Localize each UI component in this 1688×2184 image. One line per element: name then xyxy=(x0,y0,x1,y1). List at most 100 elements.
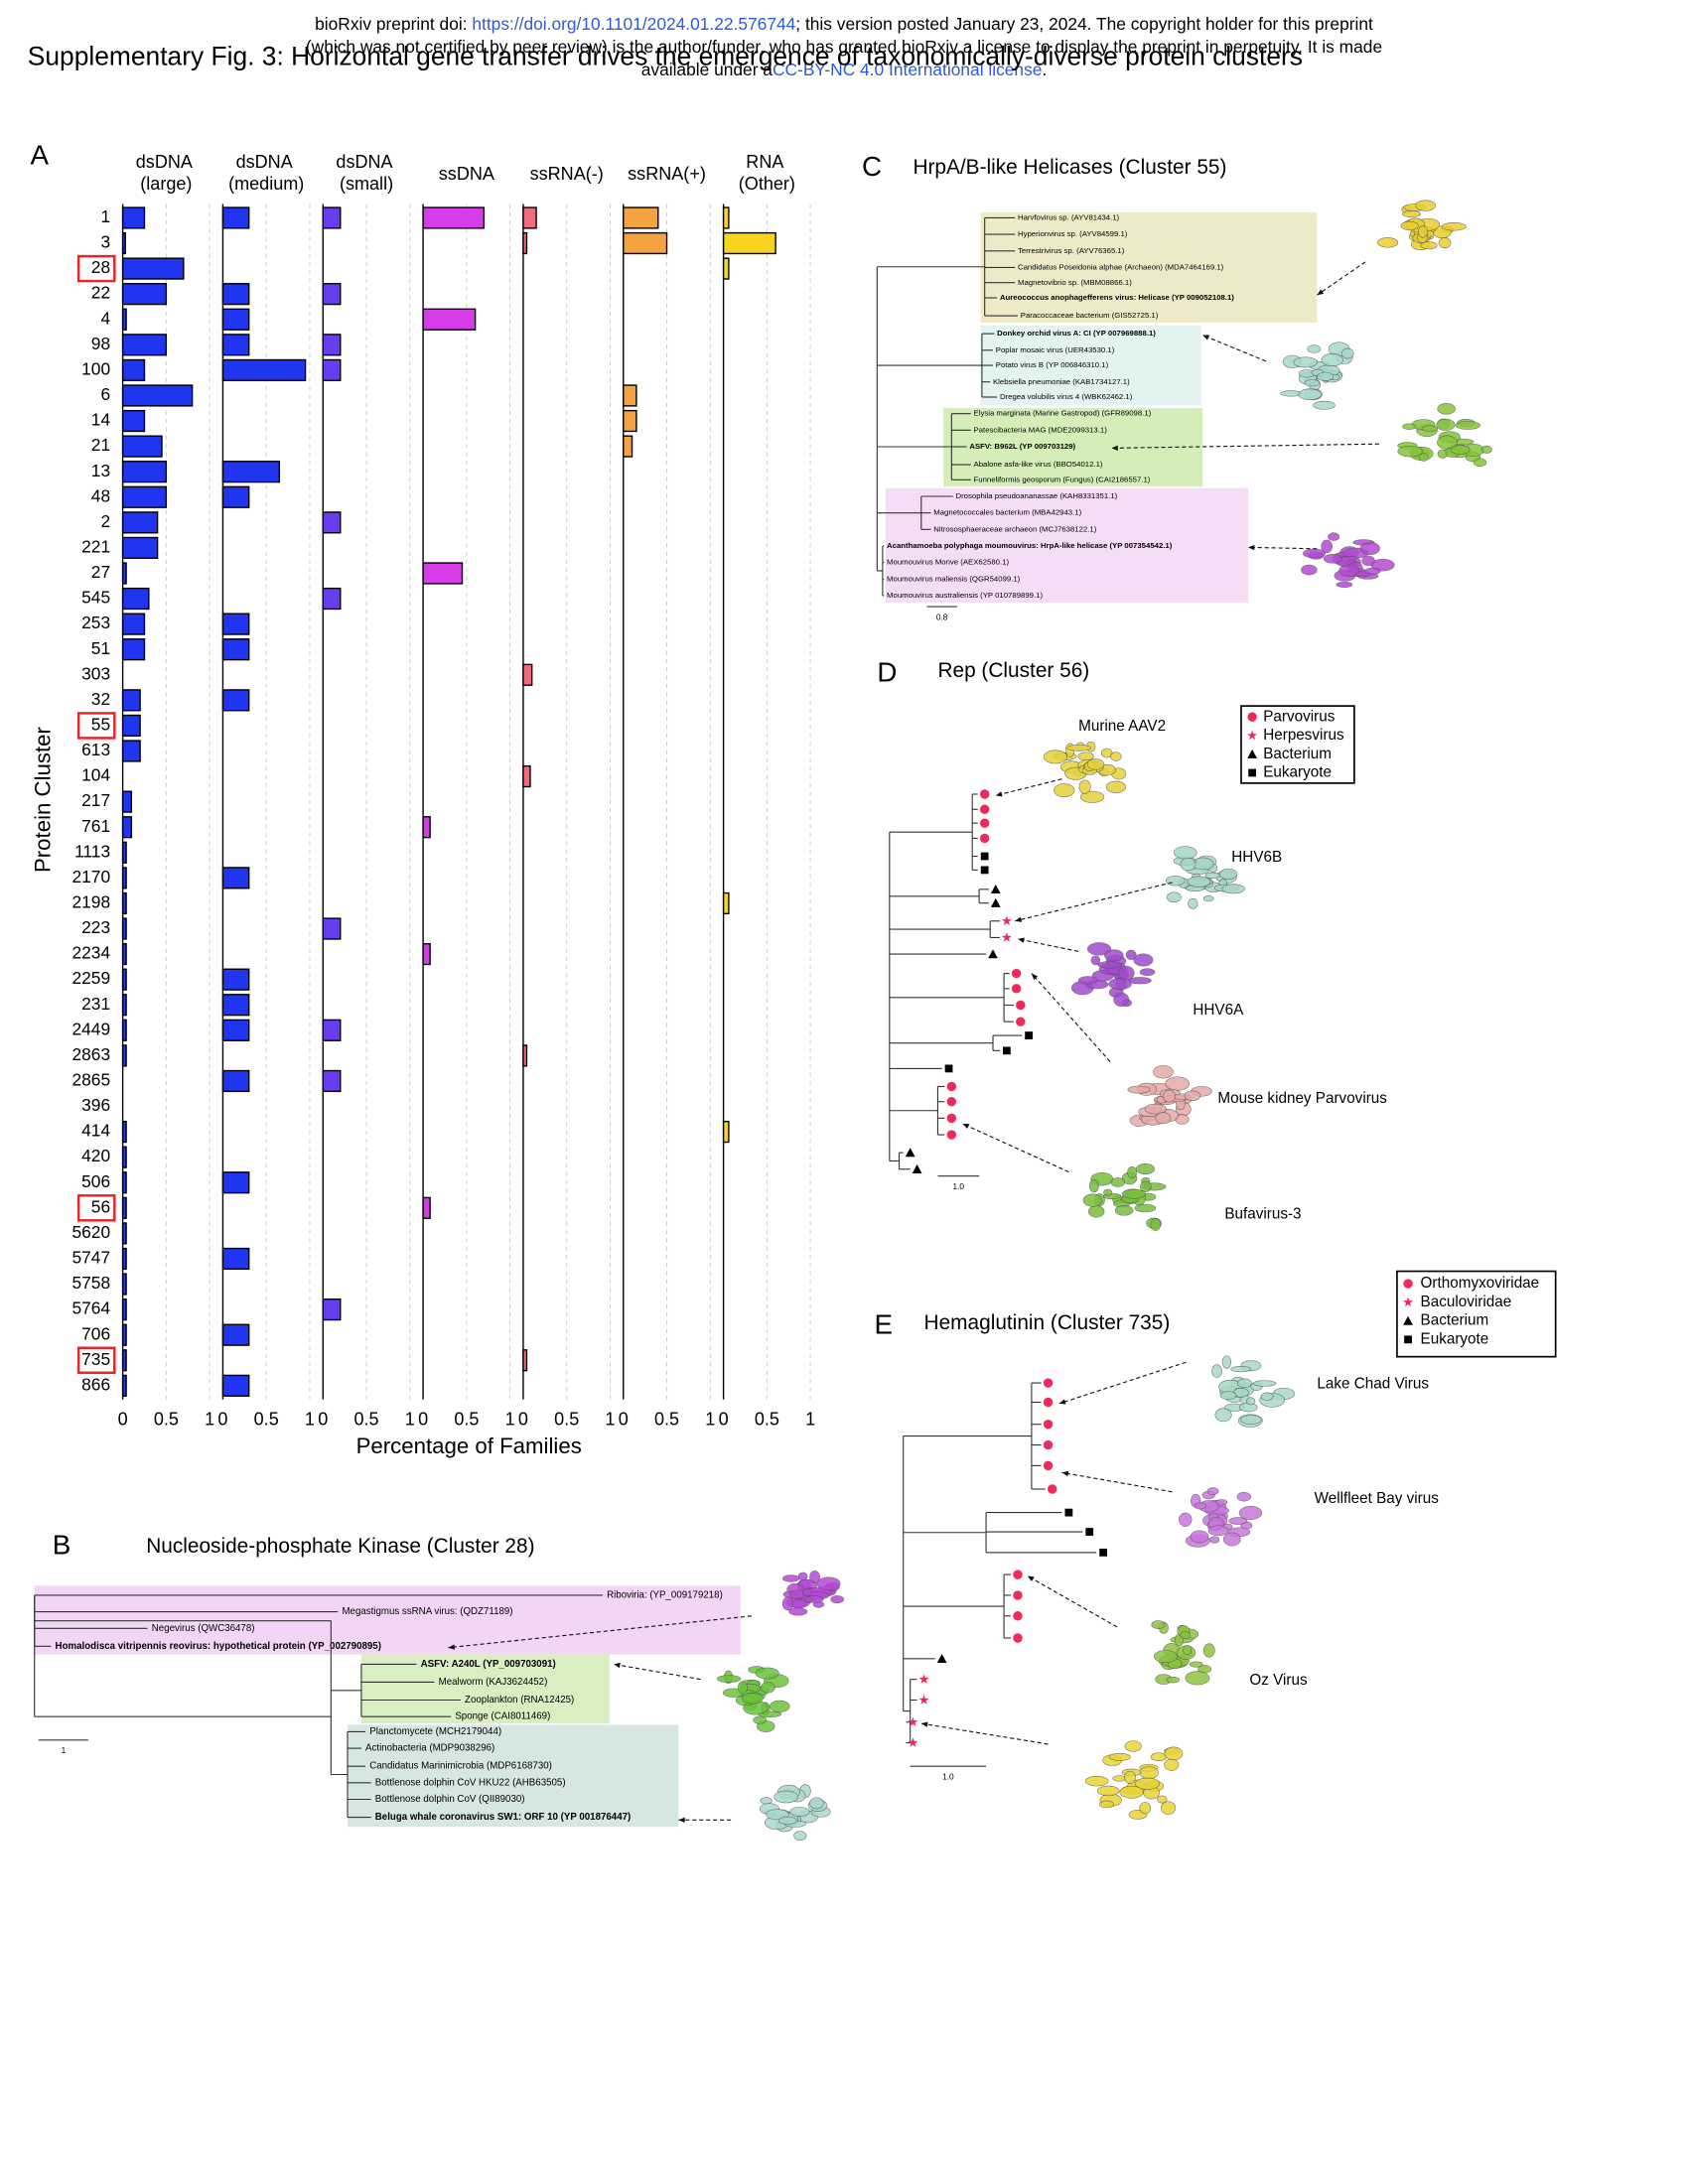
bar xyxy=(221,613,250,635)
bar xyxy=(722,1120,730,1144)
bar xyxy=(623,435,633,458)
helix xyxy=(1054,783,1075,798)
helix xyxy=(1185,1671,1210,1686)
highlight-box xyxy=(76,1346,116,1375)
leaf-label: Sponge (CAI8011469) xyxy=(455,1711,550,1722)
y-tick-label: 253 xyxy=(81,613,110,632)
leaf-label: Megastigmus ssRNA virus: (QDZ71189) xyxy=(342,1606,512,1617)
y-tick-label: 545 xyxy=(81,588,110,608)
bar xyxy=(121,409,146,433)
helix xyxy=(797,1571,808,1581)
leaf-marker xyxy=(912,1163,922,1173)
y-tick-label: 32 xyxy=(91,689,110,709)
header-text: available under a xyxy=(641,59,774,78)
highlight-box xyxy=(76,254,116,283)
leaf-label: Beluga whale coronavirus SW1: ORF 10 (YP… xyxy=(375,1812,631,1823)
leaf-marker xyxy=(1013,1570,1023,1579)
y-tick-label: 13 xyxy=(91,461,110,480)
bar xyxy=(121,536,159,560)
leaf-marker xyxy=(1064,1508,1073,1517)
license-link[interactable]: CC-BY-NC 4.0 International license xyxy=(773,59,1042,78)
structure-label: Lake Chad Virus xyxy=(1317,1375,1429,1392)
leaf-label: Nitrososphaeraceae archaeon (MCJ7638122.… xyxy=(933,524,1096,533)
arrow-head xyxy=(1317,289,1325,296)
leaf-marker xyxy=(1247,749,1257,758)
helix xyxy=(1228,1517,1248,1525)
helix xyxy=(1183,1644,1193,1656)
helix xyxy=(1421,425,1439,432)
leaf-marker xyxy=(1016,1017,1026,1026)
clade-box xyxy=(980,325,1201,406)
leaf-label: Magnetovibrio sp. (MBM08866.1) xyxy=(1018,278,1132,287)
y-tick-label: 735 xyxy=(81,1349,110,1369)
bar xyxy=(221,968,250,991)
y-tick-label: 223 xyxy=(81,917,110,937)
helix xyxy=(1164,1758,1180,1771)
x-tick-label: 1 xyxy=(705,1409,715,1429)
bar xyxy=(121,1120,127,1144)
helix xyxy=(1105,780,1126,793)
helix xyxy=(1153,1065,1174,1079)
protein-structure xyxy=(1280,341,1354,410)
panel-label: C xyxy=(862,151,882,182)
leaf-marker xyxy=(990,897,1001,907)
leaf-marker xyxy=(1011,968,1022,979)
helix xyxy=(1079,790,1105,803)
pointer-line xyxy=(613,1663,701,1681)
bar xyxy=(221,461,281,483)
x-tick-label: 0.5 xyxy=(454,1409,479,1429)
bar xyxy=(221,994,250,1017)
leaf-marker xyxy=(1085,1528,1094,1536)
leaf-marker xyxy=(1025,1031,1033,1039)
y-tick-label: 21 xyxy=(91,435,110,455)
helix xyxy=(1402,423,1417,430)
helix xyxy=(802,1587,812,1596)
helix xyxy=(1077,751,1094,761)
helix xyxy=(1194,1502,1206,1510)
y-tick-label: 2259 xyxy=(71,968,110,988)
structure-label: Bufavirus-3 xyxy=(1224,1206,1301,1223)
x-tick-label: 1 xyxy=(605,1409,615,1429)
helix xyxy=(1206,1487,1219,1496)
panel-title: Rep (Cluster 56) xyxy=(937,659,1089,682)
helix xyxy=(1097,961,1123,969)
bar xyxy=(221,485,250,508)
x-tick-label: 0.5 xyxy=(654,1409,679,1429)
leaf-marker xyxy=(1043,1378,1054,1388)
helix xyxy=(1077,976,1098,985)
bar xyxy=(121,587,150,611)
leaf-marker xyxy=(946,1130,957,1140)
helix xyxy=(1219,1391,1237,1400)
x-tick-label: 0 xyxy=(719,1409,729,1429)
header-word: dsDNA xyxy=(136,152,197,172)
y-tick-label: 396 xyxy=(81,1095,110,1115)
y-tick-label: 5620 xyxy=(71,1222,110,1242)
leaf-marker xyxy=(1043,1460,1054,1471)
helix xyxy=(1188,897,1198,909)
helix xyxy=(1221,1355,1232,1369)
leaf-marker xyxy=(946,1097,957,1107)
helix xyxy=(1090,955,1101,966)
x-tick-label: 0.5 xyxy=(554,1409,579,1429)
protein-structure xyxy=(1165,846,1245,909)
clade-box xyxy=(943,408,1203,487)
helix xyxy=(809,1570,820,1584)
leaf-marker xyxy=(908,1716,918,1726)
bar xyxy=(221,1019,250,1041)
series-header: RNA (Other) xyxy=(739,152,795,194)
y-tick-label: 303 xyxy=(81,663,110,683)
helix xyxy=(1135,1163,1155,1175)
legend-box xyxy=(1396,1270,1557,1358)
bar xyxy=(121,1019,127,1041)
helix xyxy=(1481,445,1492,454)
x-tick-label: 0.5 xyxy=(254,1409,279,1429)
x-tick-label: 1 xyxy=(405,1409,415,1429)
protein-structure xyxy=(1397,403,1492,468)
helix xyxy=(1154,1650,1178,1664)
header-word: dsDNA xyxy=(236,152,297,172)
leaf-label: Homalodisca vitripennis reovirus: hypoth… xyxy=(56,1641,381,1652)
doi-link[interactable]: https://doi.org/10.1101/2024.01.22.57674… xyxy=(472,14,795,34)
helix xyxy=(1125,949,1137,961)
helix xyxy=(753,1715,768,1724)
